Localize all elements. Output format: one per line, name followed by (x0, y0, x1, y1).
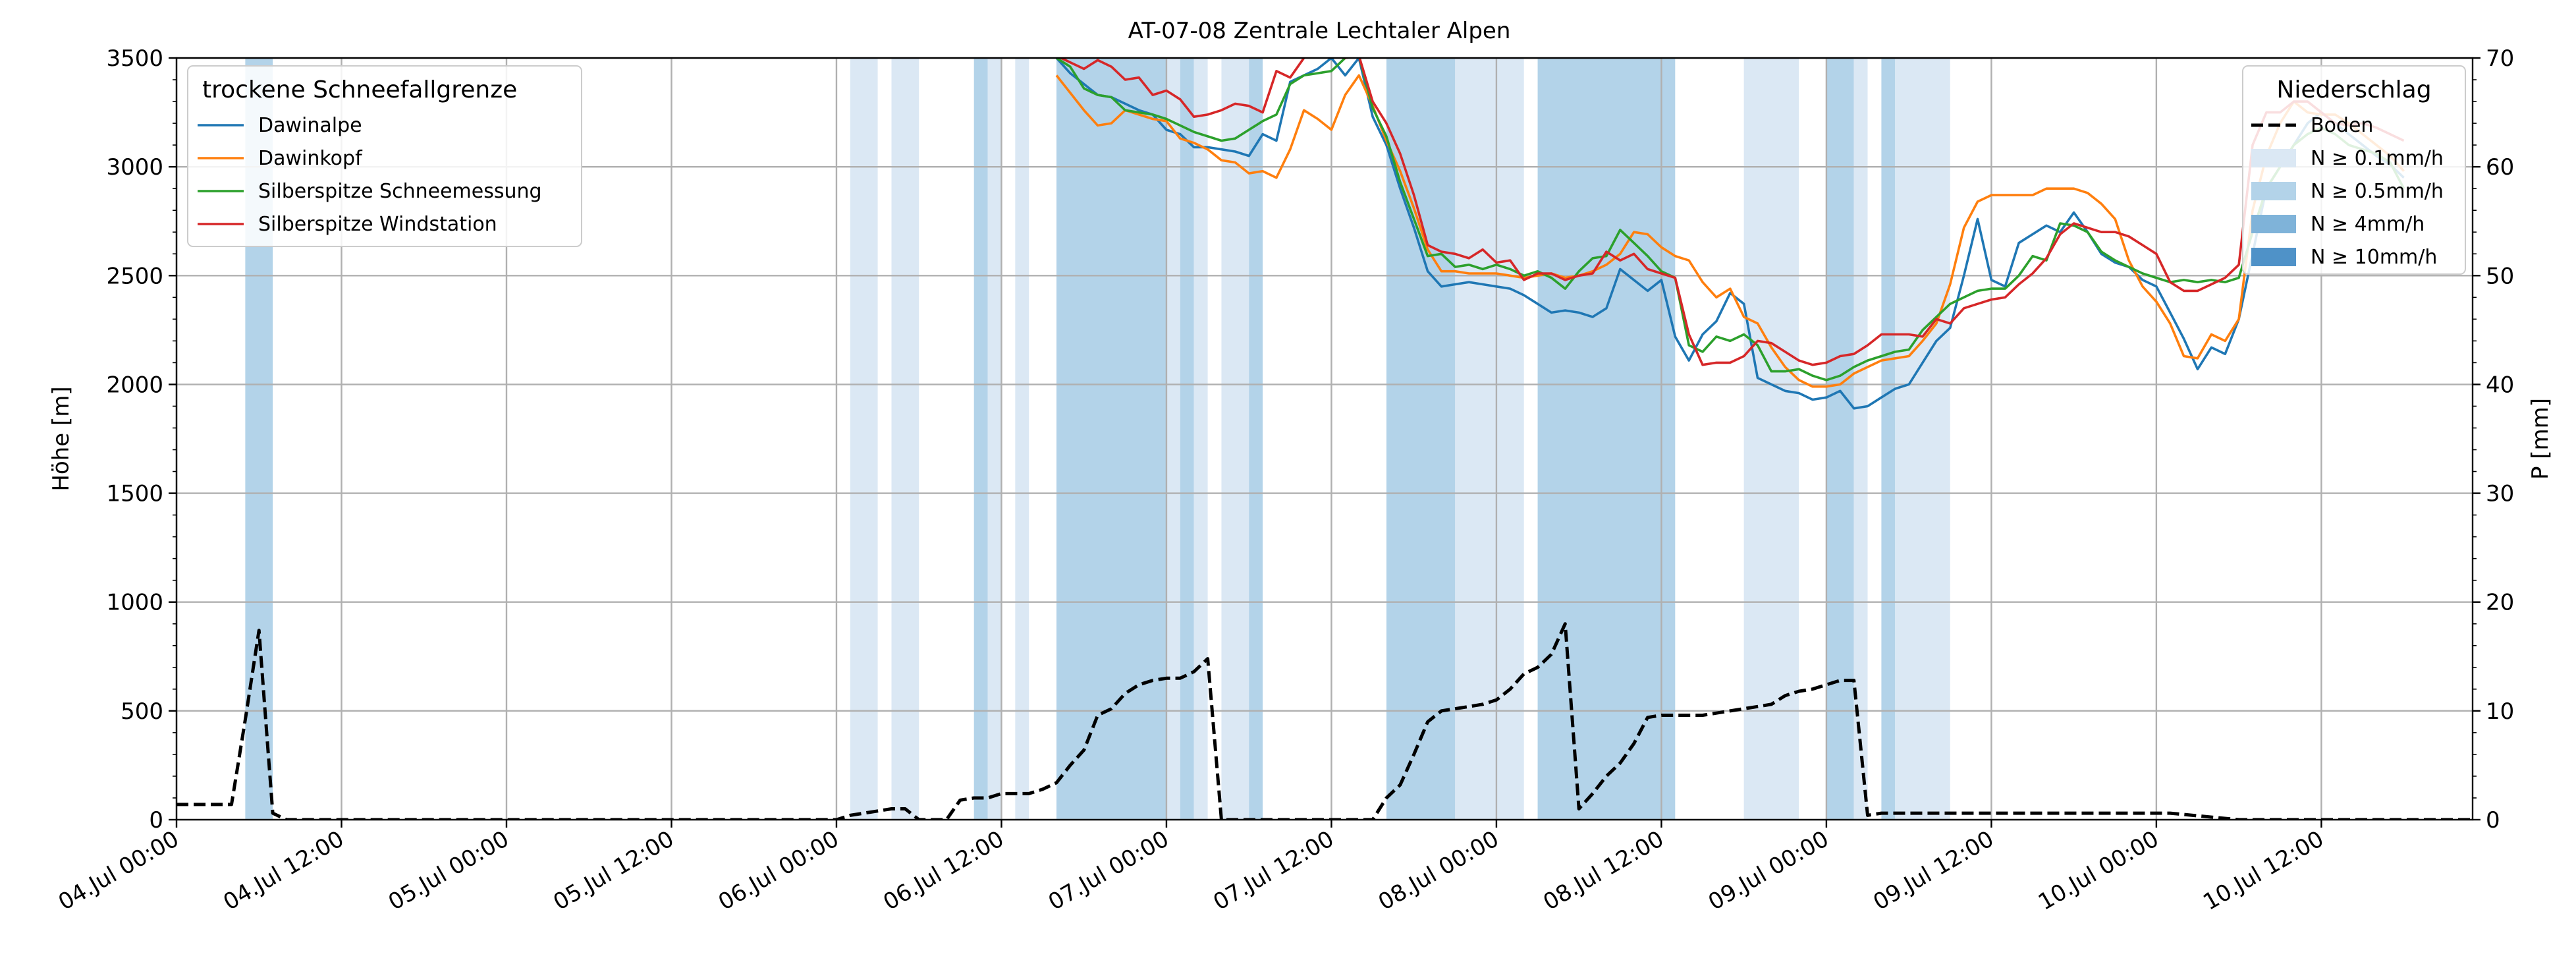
series-line-dawinalpe (1055, 58, 2405, 410)
legend-precip-title: Niederschlag (2276, 76, 2431, 103)
precip-band (1221, 58, 1249, 820)
y-axis-label-left: Höhe [m] (48, 386, 74, 491)
legend-swatch (2251, 215, 2296, 233)
legend-label: Boden (2311, 114, 2373, 137)
precip-band (1193, 58, 1208, 820)
y-tick-label-left: 2500 (106, 263, 163, 289)
series-line-boden (177, 622, 2473, 820)
y-tick-label-right: 20 (2486, 590, 2514, 616)
precip-band (1881, 58, 1896, 820)
y-tick-label-left: 3500 (106, 45, 163, 72)
y-tick-label-right: 70 (2486, 45, 2514, 72)
legend-swatch (2251, 248, 2296, 266)
precip-band (1826, 58, 1854, 820)
y-tick-label-right: 40 (2486, 372, 2514, 398)
legend-precip-box (2242, 65, 2466, 275)
y-tick-label-left: 500 (121, 698, 163, 725)
precip-band (1180, 58, 1194, 820)
legend-snowline-box (187, 65, 582, 247)
precip-band (891, 58, 919, 820)
y-tick-label-left: 0 (149, 807, 163, 834)
chart-title: AT-07-08 Zentrale Lechtaler Alpen (1128, 18, 1511, 44)
legend-label: N ≥ 0.1mm/h (2311, 147, 2444, 170)
legend-label: Dawinkopf (258, 147, 363, 170)
y-tick-label-right: 0 (2486, 807, 2500, 834)
precip-band (1853, 58, 1868, 820)
series-line-dawinkopf (1055, 74, 2405, 388)
legend-precip: Niederschlag Boden N ≥ 0.1mm/h N ≥ 0.5mm/h… (2242, 65, 2466, 275)
legend-label: N ≥ 4mm/h (2311, 213, 2425, 236)
y-tick-label-left: 2000 (106, 372, 163, 398)
precip-band (1056, 58, 1166, 820)
y-tick-label-right: 50 (2486, 263, 2514, 289)
plot-frame (175, 57, 2474, 821)
precip-band (973, 58, 988, 820)
precip-band (1743, 58, 1799, 820)
precip-band (850, 58, 878, 820)
y-tick-label-right: 10 (2486, 698, 2514, 725)
series-lines (177, 58, 2473, 820)
legend-snowline: trockene Schneefallgrenze Dawinalpe Dawin… (187, 65, 582, 247)
y-axis-label-right: P [mm] (2527, 398, 2554, 480)
precip-band (1537, 58, 1676, 820)
precip-band (1455, 58, 1524, 820)
y-tick-label-left: 1500 (106, 481, 163, 507)
precip-band (1166, 58, 1180, 820)
legend-label: N ≥ 10mm/h (2311, 246, 2437, 269)
y-tick-label-left: 3000 (106, 154, 163, 181)
series-line-silberspitze-windstation (1058, 58, 2405, 366)
legend-label: Silberspitze Schneemessung (258, 180, 542, 203)
legend-swatch (2251, 182, 2296, 200)
y-tick-label-right: 30 (2486, 481, 2514, 507)
series-line-silberspitze-schneemessung (1056, 58, 2405, 382)
y-tick-label-right: 60 (2486, 154, 2514, 181)
legend-snowline-title: trockene Schneefallgrenze (202, 76, 517, 103)
legend-swatch (2251, 149, 2296, 167)
precip-band (987, 58, 1002, 820)
y-tick-label-left: 1000 (106, 590, 163, 616)
legend-label: Dawinalpe (258, 114, 362, 137)
legend-label: N ≥ 0.5mm/h (2311, 180, 2444, 203)
precip-band (1249, 58, 1263, 820)
precip-band (1895, 58, 1950, 820)
legend-label: Silberspitze Windstation (258, 213, 497, 236)
precip-band (1015, 58, 1029, 820)
